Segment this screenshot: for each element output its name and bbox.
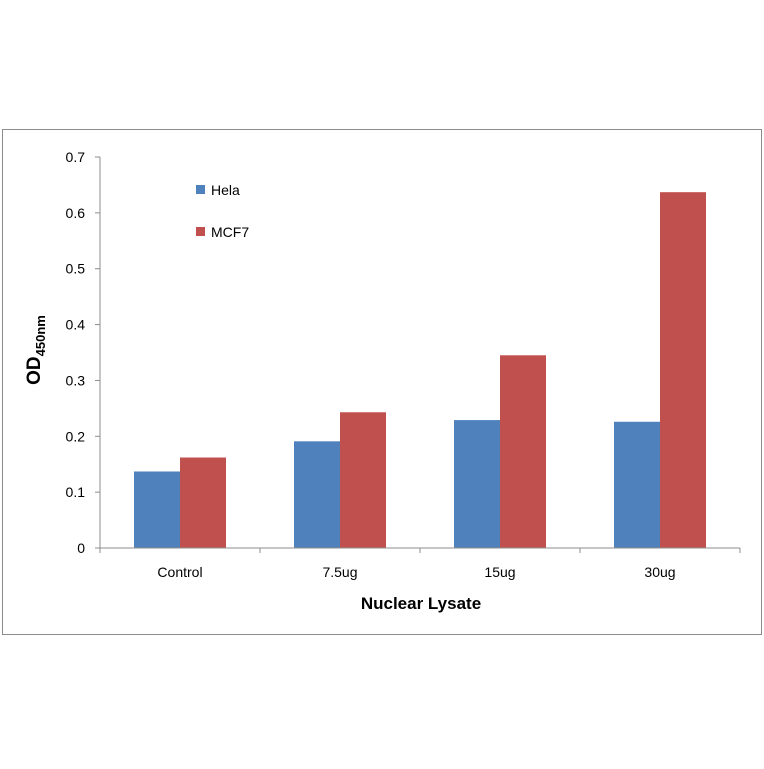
legend-label-hela: Hela (211, 182, 240, 198)
bar-hela-1 (294, 441, 340, 548)
y-tick-label-0: 0 (77, 540, 85, 556)
y-axis-title: OD450nm (24, 315, 48, 385)
legend-label-mcf7: MCF7 (211, 224, 249, 240)
labels-layer: 0 0.1 0.2 0.3 0.4 0.5 0.6 0.7 Control 7.5ug 15ug 30… (66, 149, 676, 580)
legend-swatch-mcf7 (196, 227, 205, 236)
bar-hela-3 (614, 421, 660, 548)
bar-mcf7-0 (180, 457, 226, 548)
x-axis-title: Nuclear Lysate (361, 594, 481, 613)
bar-hela-2 (454, 420, 500, 548)
y-tick-label-5: 0.5 (66, 261, 86, 277)
bar-mcf7-2 (500, 355, 546, 548)
x-tick-label-1: 7.5ug (322, 564, 357, 580)
bar-hela-0 (134, 471, 180, 548)
bars-layer (134, 192, 706, 548)
axes-layer (95, 156, 741, 553)
y-tick-label-4: 0.4 (66, 317, 86, 333)
y-tick-label-7: 0.7 (66, 149, 86, 165)
legend: Hela MCF7 (196, 182, 249, 240)
y-axis-title-subscript: 450nm (33, 315, 48, 356)
x-tick-label-3: 30ug (644, 564, 675, 580)
x-tick-label-2: 15ug (484, 564, 515, 580)
y-axis-title-main: OD (24, 356, 45, 385)
legend-swatch-hela (196, 185, 205, 194)
bar-mcf7-1 (340, 412, 386, 548)
y-tick-label-1: 0.1 (66, 484, 86, 500)
bar-mcf7-3 (660, 192, 706, 548)
x-tick-label-0: Control (157, 564, 202, 580)
y-tick-label-6: 0.6 (66, 205, 86, 221)
y-tick-label-2: 0.2 (66, 428, 86, 444)
y-tick-label-3: 0.3 (66, 372, 86, 388)
chart-border (2, 129, 762, 635)
